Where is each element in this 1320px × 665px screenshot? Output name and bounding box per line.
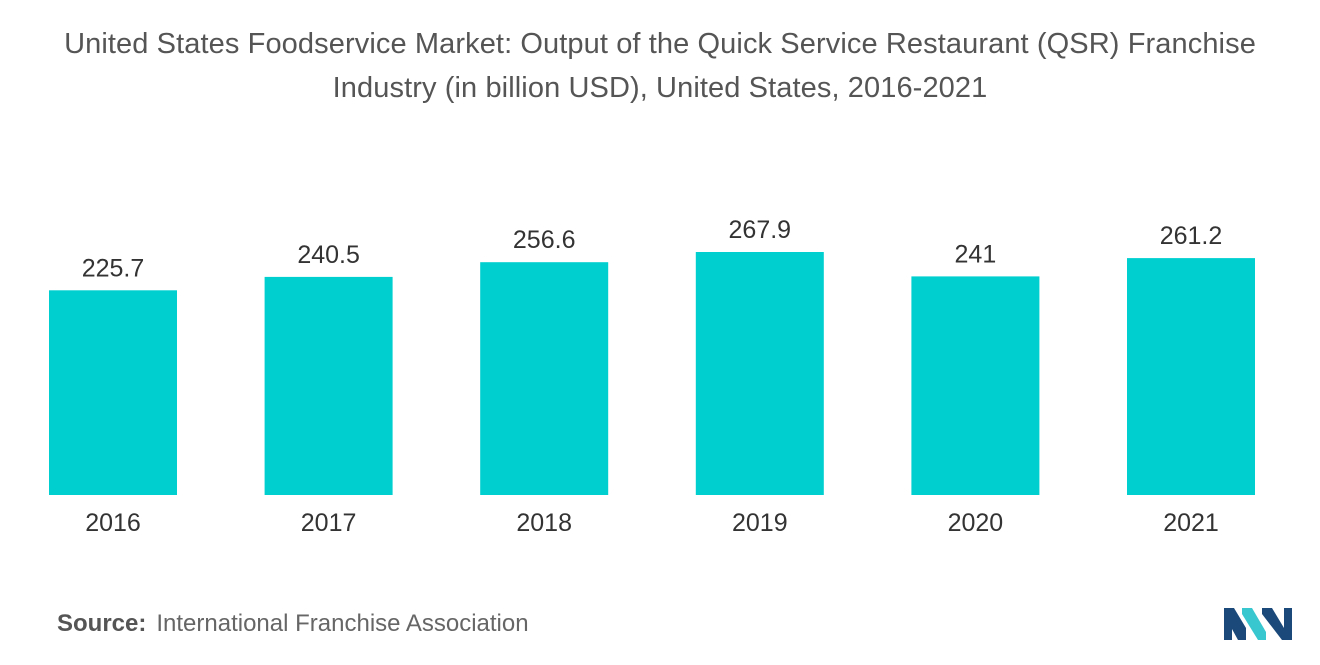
x-tick-label-2018: 2018 [516,509,572,537]
value-label-2021: 261.2 [1160,222,1223,250]
logo-shape-left [1224,608,1246,640]
value-label-2018: 256.6 [513,226,576,254]
chart-title-line-2: Industry (in billion USD), United States… [332,72,988,104]
value-label-2019: 267.9 [729,216,792,244]
value-label-2017: 240.5 [297,241,360,269]
x-tick-label-2017: 2017 [301,509,357,537]
x-tick-label-2020: 2020 [948,509,1004,537]
logo-shape-right [1262,608,1292,640]
logo-shape-mid [1242,608,1266,640]
source-note: Source: International Franchise Associati… [57,610,529,638]
value-label-2016: 225.7 [82,254,145,282]
bars-layer [49,252,1255,495]
source-text: International Franchise Association [156,610,529,637]
x-axis-tick-labels: 2016 2017 2018 2019 2020 2021 [85,509,1219,537]
bar-2020 [911,276,1040,495]
x-tick-label-2019: 2019 [732,509,788,537]
chart-title: United States Foodservice Market: Output… [0,22,1320,110]
source-label: Source: [57,610,147,637]
bar-2016 [49,290,177,495]
bar-2018 [480,262,609,495]
chart-title-line-1: United States Foodservice Market: Output… [64,28,1256,60]
mordor-logo-icon [1224,608,1292,640]
bar-2021 [1127,258,1255,495]
value-label-2020: 241 [955,240,997,268]
bar-2019 [695,252,824,495]
x-tick-label-2021: 2021 [1163,509,1219,537]
value-labels-layer: 225.7 240.5 256.6 267.9 241 261.2 [82,216,1223,282]
bar-2017 [264,276,393,495]
x-tick-label-2016: 2016 [85,509,141,537]
